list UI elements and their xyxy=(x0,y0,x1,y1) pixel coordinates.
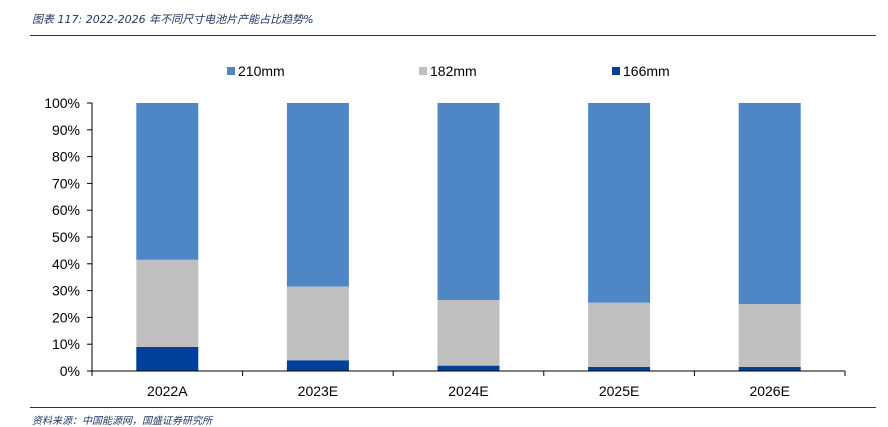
bar-182mm-2026E xyxy=(738,304,801,367)
x-tick-label: 2024E xyxy=(448,383,488,399)
legend-label-166mm: 166mm xyxy=(623,63,670,79)
bar-210mm-2022A xyxy=(136,103,199,260)
bar-182mm-2023E xyxy=(286,286,349,361)
bar-166mm-2024E xyxy=(437,365,500,371)
y-tick-label: 100% xyxy=(44,95,80,111)
bar-182mm-2022A xyxy=(136,259,199,347)
legend: 210mm 182mm 166mm xyxy=(227,63,670,79)
bar-210mm-2026E xyxy=(738,103,801,304)
bar-166mm-2023E xyxy=(286,360,349,371)
legend-label-182mm: 182mm xyxy=(430,63,477,79)
y-tick-label: 70% xyxy=(52,175,80,191)
figure-title: 图表 117: 2022-2026 年不同尺寸电池片产能占比趋势% xyxy=(32,13,314,26)
y-tick-label: 80% xyxy=(52,149,80,165)
x-tick-label: 2026E xyxy=(749,383,789,399)
y-axis: 0% 10% 20% 30% 40% 50% 60% 70% 80% 90% 100% xyxy=(44,95,93,379)
bar-166mm-2025E xyxy=(588,366,651,371)
y-tick-label: 40% xyxy=(52,256,80,272)
x-tick-label: 2022A xyxy=(147,383,188,399)
x-tick-label: 2025E xyxy=(599,383,639,399)
bars xyxy=(136,103,801,371)
bar-182mm-2025E xyxy=(588,302,651,367)
source-note: 资料来源：中国能源网，国盛证券研究所 xyxy=(32,416,212,427)
y-tick-label: 10% xyxy=(52,336,80,352)
bar-166mm-2026E xyxy=(738,366,801,371)
bar-210mm-2023E xyxy=(286,103,349,287)
legend-swatch-210mm xyxy=(227,67,235,75)
title-rule xyxy=(30,35,876,36)
footer-rule xyxy=(30,407,876,408)
y-tick-label: 0% xyxy=(60,363,80,379)
bar-166mm-2022A xyxy=(136,346,199,371)
legend-swatch-182mm xyxy=(419,67,427,75)
legend-swatch-166mm xyxy=(612,67,620,75)
legend-label-210mm: 210mm xyxy=(238,63,285,79)
y-tick-label: 20% xyxy=(52,309,80,325)
bar-182mm-2024E xyxy=(437,299,500,366)
x-tick-label: 2023E xyxy=(298,383,338,399)
y-tick-label: 50% xyxy=(52,229,80,245)
y-tick-label: 60% xyxy=(52,202,80,218)
bar-210mm-2025E xyxy=(588,103,651,303)
bar-210mm-2024E xyxy=(437,103,500,300)
y-tick-label: 90% xyxy=(52,122,80,138)
y-tick-label: 30% xyxy=(52,283,80,299)
x-axis: 2022A 2023E 2024E 2025E 2026E xyxy=(91,370,846,399)
